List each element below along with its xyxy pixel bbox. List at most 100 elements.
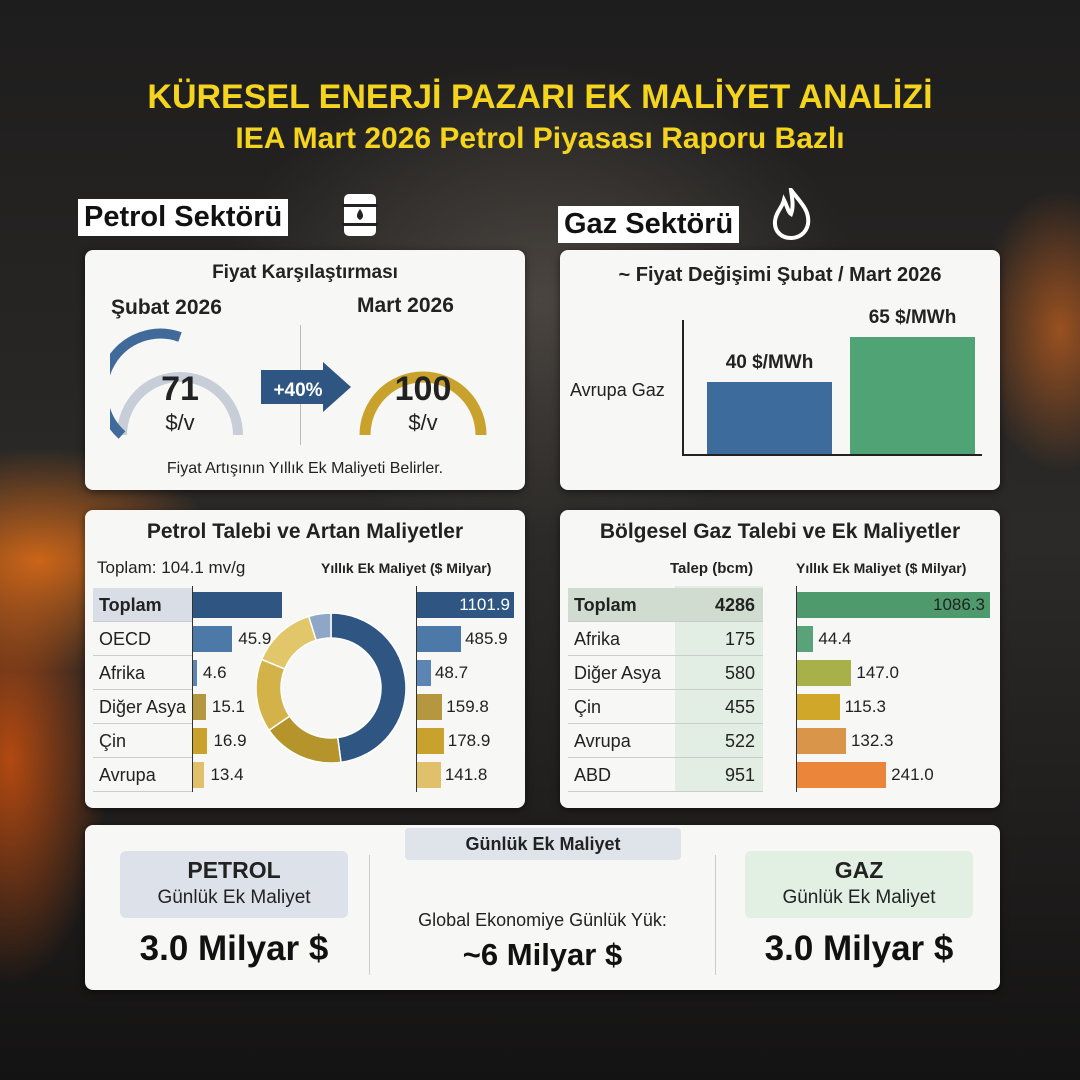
oil-cost-bar [417, 762, 441, 788]
gas-demand-value: 580 [724, 663, 755, 683]
petrol-box: PETROL Günlük Ek Maliyet [120, 851, 348, 918]
oil-demand-bar [193, 694, 206, 720]
oil-donut-chart [256, 613, 406, 763]
gas-section-label: Gaz Sektörü [558, 206, 740, 243]
gas-cost-header: Yıllık Ek Maliyet ($ Milyar) [796, 560, 967, 576]
oil-cost-bar [417, 660, 431, 686]
petrol-daily-title: PETROL [187, 857, 281, 883]
feb-unit: $/v [165, 410, 195, 435]
main-title: KÜRESEL ENERJİ PAZARI EK MALİYET ANALİZİ [147, 78, 933, 116]
oil-cost-bar [417, 728, 444, 754]
divider [715, 855, 716, 975]
gas-price-label: 40 $/MWh [725, 352, 814, 373]
global-label: Global Ekonomiye Günlük Yük: [418, 910, 667, 930]
feb-value: 71 [161, 370, 199, 408]
gas-cost-bar [797, 592, 990, 618]
daily-cost-panel: Günlük Ek Maliyet PETROL Günlük Ek Maliy… [85, 825, 1000, 990]
oil-demand-value: 13.4 [210, 765, 244, 784]
mar-label: Mart 2026 [357, 294, 454, 317]
gas-cost-value: 1086.3 [933, 595, 985, 614]
gas-cost-value: 147.0 [856, 663, 899, 682]
gas-demand-value: 951 [724, 765, 755, 785]
mar-gauge [359, 371, 487, 436]
oil-cost-value: 141.8 [444, 765, 488, 784]
gas-price-title: ~ Fiyat Değişimi Şubat / Mart 2026 [618, 264, 942, 286]
petrol-section-label: Petrol Sektörü [78, 199, 289, 236]
arrow-icon [261, 362, 351, 412]
oil-demand-bar [193, 626, 233, 652]
gas-cost-value: 241.0 [891, 765, 934, 784]
oil-barrel-icon [342, 194, 378, 236]
gas-row-label: Diğer Asya [568, 656, 763, 690]
feb-label: Şubat 2026 [111, 296, 222, 319]
oil-cost-bar [417, 626, 462, 652]
donut-slice-avrupa [260, 615, 318, 670]
gas-price-label: 65 $/MWh [868, 307, 957, 328]
oil-row-label: Diğer Asya [93, 690, 192, 724]
gas-cost-value: 115.3 [844, 697, 886, 716]
axis [416, 586, 417, 792]
petrol-daily-value: 3.0 Milyar $ [139, 929, 329, 968]
gas-cost-bar [797, 660, 852, 686]
gas-price-bar [850, 337, 975, 454]
oil-row-label: Avrupa [93, 758, 192, 792]
global-value: ~6 Milyar $ [462, 937, 623, 972]
gas-demand-header: Talep (bcm) [670, 560, 754, 577]
gas-demand-value: 4286 [714, 595, 755, 615]
oil-cost-value: 178.9 [447, 731, 491, 750]
oil-demand-bar [193, 728, 208, 754]
gas-row-label: ABD [568, 758, 763, 792]
oil-demand-value: 16.9 [213, 731, 247, 750]
gas-demand-title: Bölgesel Gaz Talebi ve Ek Maliyetler [599, 520, 961, 543]
oil-demand-bar [193, 660, 197, 686]
gas-demand-value: 455 [724, 697, 755, 717]
gas-cost-bar [797, 626, 814, 652]
oil-cost-value: 48.7 [434, 663, 469, 682]
gas-daily-sub: Günlük Ek Maliyet [782, 887, 936, 908]
oil-demand-title: Petrol Talebi ve Artan Maliyetler [146, 520, 464, 543]
petrol-daily-sub: Günlük Ek Maliyet [157, 887, 311, 908]
price-compare-title: Fiyat Karşılaştırması [212, 262, 398, 283]
gas-demand-panel: Bölgesel Gaz Talebi ve Ek Maliyetler Tal… [560, 510, 1000, 808]
gas-box: GAZ Günlük Ek Maliyet [745, 851, 973, 918]
price-comparison-panel: Fiyat Karşılaştırması Şubat 2026 Mart 20… [85, 250, 525, 490]
axis [796, 586, 797, 792]
oil-cost-value: 159.8 [446, 697, 489, 716]
oil-cost-bar [417, 694, 443, 720]
price-note: Fiyat Artışının Yıllık Ek Maliyeti Belir… [166, 460, 444, 477]
oil-demand-bar [193, 762, 205, 788]
oil-demand-value: 4.6 [202, 663, 227, 682]
oil-cost-bar [417, 592, 514, 618]
gas-daily-title: GAZ [834, 857, 884, 883]
subtitle: IEA Mart 2026 Petrol Piyasası Raporu Baz… [235, 122, 845, 155]
feb-gauge [110, 328, 243, 439]
gas-ylabel: Avrupa Gaz [570, 380, 665, 400]
gas-row-label: Avrupa [568, 724, 763, 758]
y-axis [682, 320, 684, 456]
donut-slice-afrika [307, 613, 332, 642]
mar-value: 100 [394, 370, 452, 408]
oil-total-note: Toplam: 104.1 mv/g [97, 558, 246, 577]
gas-cost-value: 132.3 [850, 731, 894, 750]
gas-demand-value: 522 [724, 731, 755, 751]
donut-slice-diğer-asya [256, 658, 291, 732]
gas-demand-value: 175 [724, 629, 755, 649]
oil-demand-value: 45.9 [238, 629, 272, 648]
gas-price-bar [707, 382, 832, 454]
x-axis [682, 454, 982, 456]
oil-demand-panel: Petrol Talebi ve Artan Maliyetler Toplam… [85, 510, 525, 808]
oil-cost-value: 1101.9 [459, 595, 510, 614]
divider [369, 855, 370, 975]
oil-row-label: Afrika [93, 656, 192, 690]
gas-cost-bar [797, 694, 840, 720]
gas-row-label: Çin [568, 690, 763, 724]
gas-cost-bar [797, 728, 846, 754]
axis [192, 586, 193, 792]
oil-cost-header: Yıllık Ek Maliyet ($ Milyar) [321, 560, 492, 576]
gas-price-panel: ~ Fiyat Değişimi Şubat / Mart 2026 Avrup… [560, 250, 1000, 490]
oil-row-label: OECD [93, 622, 192, 656]
oil-row-label: Çin [93, 724, 192, 758]
mar-unit: $/v [408, 410, 438, 435]
daily-header: Günlük Ek Maliyet [405, 828, 681, 860]
gas-cost-bar [797, 762, 887, 788]
